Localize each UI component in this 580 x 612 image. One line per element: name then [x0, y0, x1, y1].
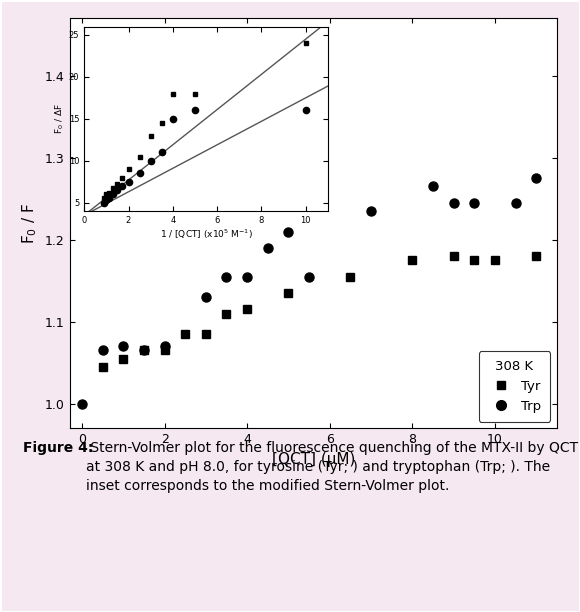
- Y-axis label: F$_0$ / F: F$_0$ / F: [21, 203, 39, 244]
- Text: Figure 4:: Figure 4:: [23, 441, 93, 455]
- Legend: Tyr, Trp: Tyr, Trp: [478, 351, 550, 422]
- X-axis label: [QCT] (μM): [QCT] (μM): [271, 452, 355, 467]
- Text: Stern-Volmer plot for the fluorescence quenching of the MTX-II by QCT at 308 K a: Stern-Volmer plot for the fluorescence q…: [86, 441, 578, 493]
